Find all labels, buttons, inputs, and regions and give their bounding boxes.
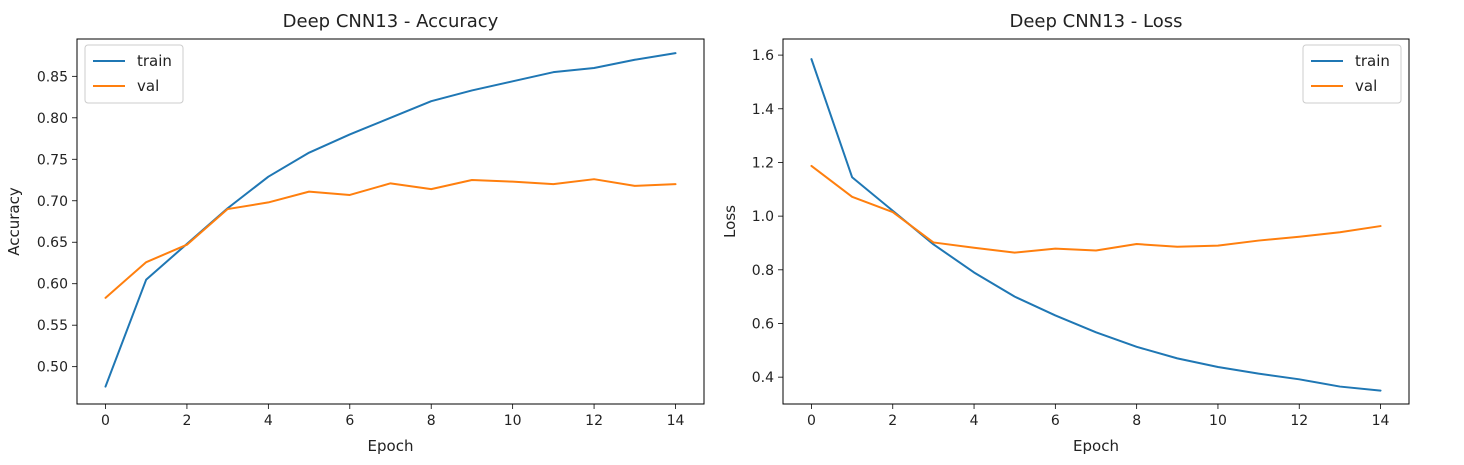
chart-panel-1: Deep CNN13 - Accuracy 0 2 4 6 8 10 12 14 0.50 0.55… — [5, 11, 705, 455]
x-tick-label: 0 — [101, 413, 110, 429]
x-tick-label: 0 — [807, 413, 816, 429]
legend-label-val: val — [1355, 77, 1377, 95]
chart-panel-2: Deep CNN13 - Loss 0 2 4 6 8 10 12 14 0.4 0.6 0.8 1.0… — [721, 11, 1410, 455]
y-tick-label: 0.8 — [752, 263, 774, 279]
x-tick-label: 2 — [888, 413, 897, 429]
plot-frame — [782, 38, 1410, 405]
x-tick-label: 10 — [1209, 413, 1227, 429]
x-tick-label: 12 — [1290, 413, 1308, 429]
y-tick-label: 0.4 — [752, 370, 774, 386]
y-tick-label: 0.70 — [37, 194, 68, 210]
y-axis-label: Loss — [721, 205, 739, 238]
x-tick-label: 10 — [504, 413, 522, 429]
x-tick-label: 12 — [585, 413, 603, 429]
series-line-train — [810, 58, 1382, 392]
y-tick-label: 1.2 — [752, 155, 774, 171]
y-tick-label: 0.85 — [37, 69, 68, 85]
x-tick-label: 6 — [345, 413, 354, 429]
x-tick-label: 4 — [970, 413, 979, 429]
y-tick-label: 0.80 — [37, 111, 68, 127]
y-tick-label: 0.6 — [752, 316, 774, 332]
y-tick-label: 1.0 — [752, 209, 774, 225]
series-group — [810, 58, 1382, 392]
legend-label-val: val — [137, 77, 159, 95]
series-group — [104, 52, 677, 388]
y-tick-label: 1.6 — [752, 48, 774, 64]
x-tick-label: 2 — [182, 413, 191, 429]
y-tick-label: 0.50 — [37, 360, 68, 376]
chart-title: Deep CNN13 - Loss — [1010, 11, 1183, 32]
y-axis-label: Accuracy — [5, 187, 23, 256]
legend-box — [84, 44, 184, 104]
series-line-val — [104, 178, 677, 299]
x-tick-label: 14 — [667, 413, 685, 429]
y-tick-label: 0.60 — [37, 277, 68, 293]
y-tick-label: 0.55 — [37, 318, 68, 334]
y-tick-label: 1.4 — [752, 102, 774, 118]
series-line-val — [810, 164, 1382, 254]
x-tick-label: 14 — [1372, 413, 1390, 429]
x-tick-label: 4 — [264, 413, 273, 429]
y-tick-label: 0.65 — [37, 235, 68, 251]
y-tick-label: 0.75 — [37, 152, 68, 168]
legend-box — [1302, 44, 1402, 104]
legend: train val — [84, 44, 184, 104]
chart-title: Deep CNN13 - Accuracy — [283, 11, 499, 32]
x-tick-label: 8 — [1132, 413, 1141, 429]
x-axis-label: Epoch — [368, 437, 414, 455]
legend: train val — [1302, 44, 1402, 104]
legend-label-train: train — [1355, 52, 1390, 70]
x-tick-label: 6 — [1051, 413, 1060, 429]
series-line-train — [104, 52, 677, 388]
x-tick-label: 8 — [427, 413, 436, 429]
x-axis-label: Epoch — [1073, 437, 1119, 455]
legend-label-train: train — [137, 52, 172, 70]
plot-frame — [76, 38, 705, 405]
